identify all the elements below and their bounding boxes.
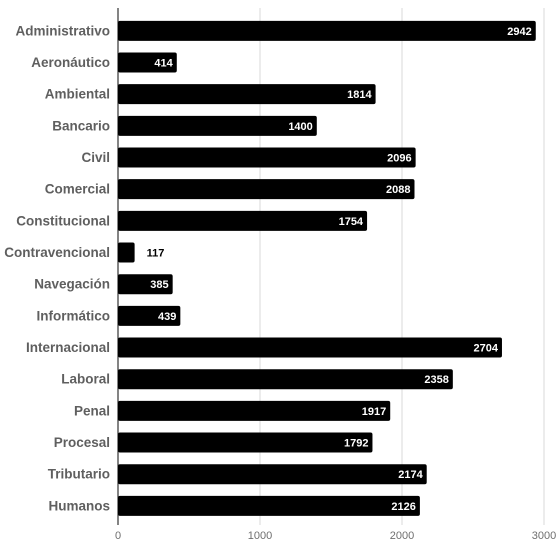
value-label: 2358 xyxy=(424,374,448,386)
bar xyxy=(118,369,453,390)
bar xyxy=(118,337,502,358)
value-label: 2088 xyxy=(386,184,410,196)
category-label: Civil xyxy=(81,150,110,165)
bar xyxy=(118,84,376,105)
category-label: Bancario xyxy=(52,118,110,133)
value-label: 2942 xyxy=(507,26,531,38)
bar xyxy=(118,179,415,200)
category-label: Navegación xyxy=(34,277,110,292)
category-labels: Administrativo Aeronáutico Ambiental Bancar… xyxy=(4,23,110,513)
value-label: 2096 xyxy=(387,153,411,165)
bar xyxy=(118,305,181,326)
category-label: Humanos xyxy=(48,498,110,513)
category-label: Constitucional xyxy=(16,213,110,228)
bar xyxy=(118,495,420,516)
value-label: 1814 xyxy=(347,89,372,101)
x-tick-label: 0 xyxy=(115,530,121,542)
category-label: Aeronáutico xyxy=(31,55,110,70)
value-label: 1917 xyxy=(362,406,386,418)
value-label: 1792 xyxy=(344,438,368,450)
category-label: Procesal xyxy=(54,435,110,450)
value-label: 2704 xyxy=(473,343,498,355)
category-label: Informático xyxy=(36,308,110,323)
bar xyxy=(118,464,427,485)
x-tick-label: 1000 xyxy=(248,530,272,542)
bar xyxy=(118,115,317,136)
value-label: 439 xyxy=(158,311,176,323)
bar xyxy=(118,210,368,231)
bar xyxy=(118,274,173,295)
category-label: Administrativo xyxy=(15,23,110,38)
bar xyxy=(118,242,135,263)
category-label: Internacional xyxy=(26,340,110,355)
x-tick-label: 3000 xyxy=(532,530,556,542)
value-label: 2126 xyxy=(391,501,415,513)
bar xyxy=(118,400,391,421)
x-axis-ticks: 0 1000 2000 3000 xyxy=(115,530,556,542)
bar xyxy=(118,20,536,41)
value-label: 1400 xyxy=(288,121,312,133)
bars xyxy=(118,20,536,516)
category-label: Contravencional xyxy=(4,245,110,260)
value-label: 385 xyxy=(150,279,168,291)
bar xyxy=(118,432,373,453)
value-labels: 2942 414 1814 1400 2096 2088 1754 117 385 439 2704… xyxy=(147,26,532,513)
category-label: Ambiental xyxy=(45,87,110,102)
value-label: 117 xyxy=(147,248,165,260)
x-tick-label: 2000 xyxy=(390,530,414,542)
category-label: Comercial xyxy=(45,182,110,197)
category-label: Penal xyxy=(74,403,110,418)
bar xyxy=(118,147,416,168)
value-label: 414 xyxy=(154,58,173,70)
category-label: Tributario xyxy=(48,467,110,482)
category-label: Laboral xyxy=(61,372,110,387)
value-label: 2174 xyxy=(398,469,423,481)
bar xyxy=(118,52,177,73)
value-label: 1754 xyxy=(339,216,364,228)
